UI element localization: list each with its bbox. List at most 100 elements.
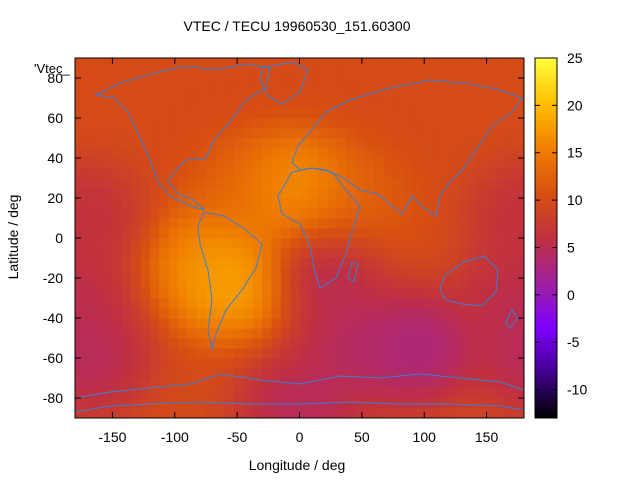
heat-cell xyxy=(458,328,469,339)
heat-cell xyxy=(121,278,132,289)
heat-cell xyxy=(290,248,301,259)
heat-cell xyxy=(495,308,506,319)
heat-cell xyxy=(495,358,506,369)
heat-cell xyxy=(280,248,291,259)
heat-cell xyxy=(346,328,357,339)
heat-cell xyxy=(364,88,375,99)
heat-cell xyxy=(215,178,226,189)
heat-cell xyxy=(439,78,450,89)
heat-cell xyxy=(495,208,506,219)
heat-cell xyxy=(262,278,273,289)
heat-cell xyxy=(196,218,207,229)
heat-cell xyxy=(159,408,170,418)
heat-cell xyxy=(168,278,179,289)
heat-cell xyxy=(280,188,291,199)
heat-cell xyxy=(346,198,357,209)
heat-cell xyxy=(402,348,413,359)
heat-cell xyxy=(262,378,273,389)
heat-cell xyxy=(75,258,85,269)
heat-cell xyxy=(243,278,254,289)
heat-cell xyxy=(336,308,347,319)
y-tick-label: -20 xyxy=(43,270,63,286)
heat-cell xyxy=(187,338,198,349)
heat-cell xyxy=(215,338,226,349)
heat-cell xyxy=(467,118,478,129)
heat-cell xyxy=(336,108,347,119)
heat-cell xyxy=(84,178,95,189)
heat-cell xyxy=(364,118,375,129)
heat-cell xyxy=(458,268,469,279)
heat-cell xyxy=(346,98,357,109)
heat-cell xyxy=(271,108,282,119)
heat-cell xyxy=(262,68,273,79)
heat-cell xyxy=(149,238,160,249)
heat-cell xyxy=(103,188,114,199)
heat-cell xyxy=(75,98,85,109)
heat-cell xyxy=(271,198,282,209)
heat-cell xyxy=(168,58,179,69)
heat-cell xyxy=(187,78,198,89)
heat-cell xyxy=(131,388,142,399)
heat-cell xyxy=(505,228,516,239)
heat-cell xyxy=(421,358,432,369)
heat-cell xyxy=(336,118,347,129)
heat-cell xyxy=(421,268,432,279)
heat-cell xyxy=(177,268,188,279)
heat-cell xyxy=(93,348,104,359)
heat-cell xyxy=(346,358,357,369)
heat-cell xyxy=(93,148,104,159)
heat-cell xyxy=(131,78,142,89)
heat-cell xyxy=(187,398,198,409)
heat-cell xyxy=(374,288,385,299)
heat-cell xyxy=(243,258,254,269)
heat-cell xyxy=(196,348,207,359)
heat-cell xyxy=(280,118,291,129)
heat-cell xyxy=(159,378,170,389)
heat-cell xyxy=(224,148,235,159)
heat-cell xyxy=(75,208,85,219)
heat-cell xyxy=(411,118,422,129)
heat-cell xyxy=(234,358,244,369)
heat-cell xyxy=(168,68,179,79)
heat-cell xyxy=(252,188,263,199)
heat-cell xyxy=(140,278,151,289)
heat-cell xyxy=(93,218,104,229)
heat-cell xyxy=(290,348,301,359)
heat-cell xyxy=(196,228,207,239)
heat-cell xyxy=(467,348,478,359)
heat-cell xyxy=(205,248,216,259)
heat-cell xyxy=(224,58,235,69)
heat-cell xyxy=(84,98,95,109)
heat-cell xyxy=(290,108,301,119)
heat-cell xyxy=(458,248,469,259)
heat-cell xyxy=(131,218,142,229)
heat-cell xyxy=(308,238,319,249)
heat-cell xyxy=(486,378,497,389)
heat-cell xyxy=(449,168,460,179)
heat-cell xyxy=(224,388,235,399)
heat-cell xyxy=(224,188,235,199)
heat-cell xyxy=(327,338,338,349)
heat-cell xyxy=(449,358,460,369)
heat-cell xyxy=(411,198,422,209)
heat-cell xyxy=(271,338,282,349)
x-tick-label: -150 xyxy=(98,429,126,445)
heat-cell xyxy=(318,268,329,279)
heat-cell xyxy=(149,128,160,139)
heat-cell xyxy=(196,398,207,409)
heat-cell xyxy=(131,58,142,69)
heat-cell xyxy=(383,148,394,159)
heat-cell xyxy=(75,58,85,69)
heat-cell xyxy=(495,268,506,279)
heat-cell xyxy=(121,318,132,329)
y-tick-label: -80 xyxy=(43,390,63,406)
heat-cell xyxy=(346,388,357,399)
heat-cell xyxy=(514,68,524,79)
heat-cell xyxy=(383,348,394,359)
heat-cell xyxy=(383,88,394,99)
heat-cell xyxy=(505,378,516,389)
heat-cell xyxy=(234,208,244,219)
heat-cell xyxy=(224,168,235,179)
heat-cell xyxy=(252,388,263,399)
heat-cell xyxy=(318,158,329,169)
